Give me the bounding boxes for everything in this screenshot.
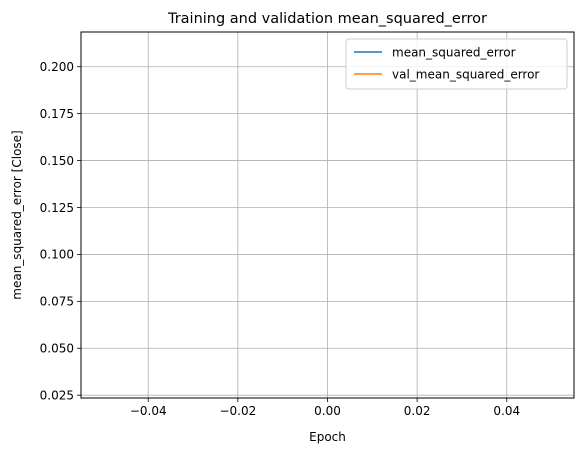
x-tick-label: 0.02 (404, 404, 431, 418)
y-tick-label: 0.175 (40, 107, 74, 121)
y-tick-label: 0.050 (40, 342, 74, 356)
legend-label: mean_squared_error (392, 45, 516, 59)
y-axis-ticks: 0.025 0.050 0.075 0.100 0.125 0.150 0.175 0.200 (40, 60, 81, 402)
x-tick-label: −0.04 (130, 404, 167, 418)
legend: mean_squared_error val_mean_squared_error (345, 38, 568, 90)
y-axis-label: mean_squared_error [Close] (10, 130, 24, 299)
x-tick-label: 0.00 (314, 404, 341, 418)
x-axis-ticks: −0.04 −0.02 0.00 0.02 0.04 (130, 398, 520, 418)
y-tick-label: 0.200 (40, 60, 74, 74)
y-tick-label: 0.100 (40, 248, 74, 262)
x-tick-label: −0.02 (219, 404, 256, 418)
y-tick-label: 0.150 (40, 154, 74, 168)
chart-title: Training and validation mean_squared_err… (167, 11, 487, 27)
legend-label: val_mean_squared_error (392, 67, 539, 81)
y-tick-label: 0.025 (40, 388, 74, 402)
y-tick-label: 0.075 (40, 295, 74, 309)
x-axis-label: Epoch (309, 430, 346, 444)
legend-box (345, 38, 568, 90)
y-tick-label: 0.125 (40, 201, 74, 215)
x-tick-label: 0.04 (493, 404, 520, 418)
